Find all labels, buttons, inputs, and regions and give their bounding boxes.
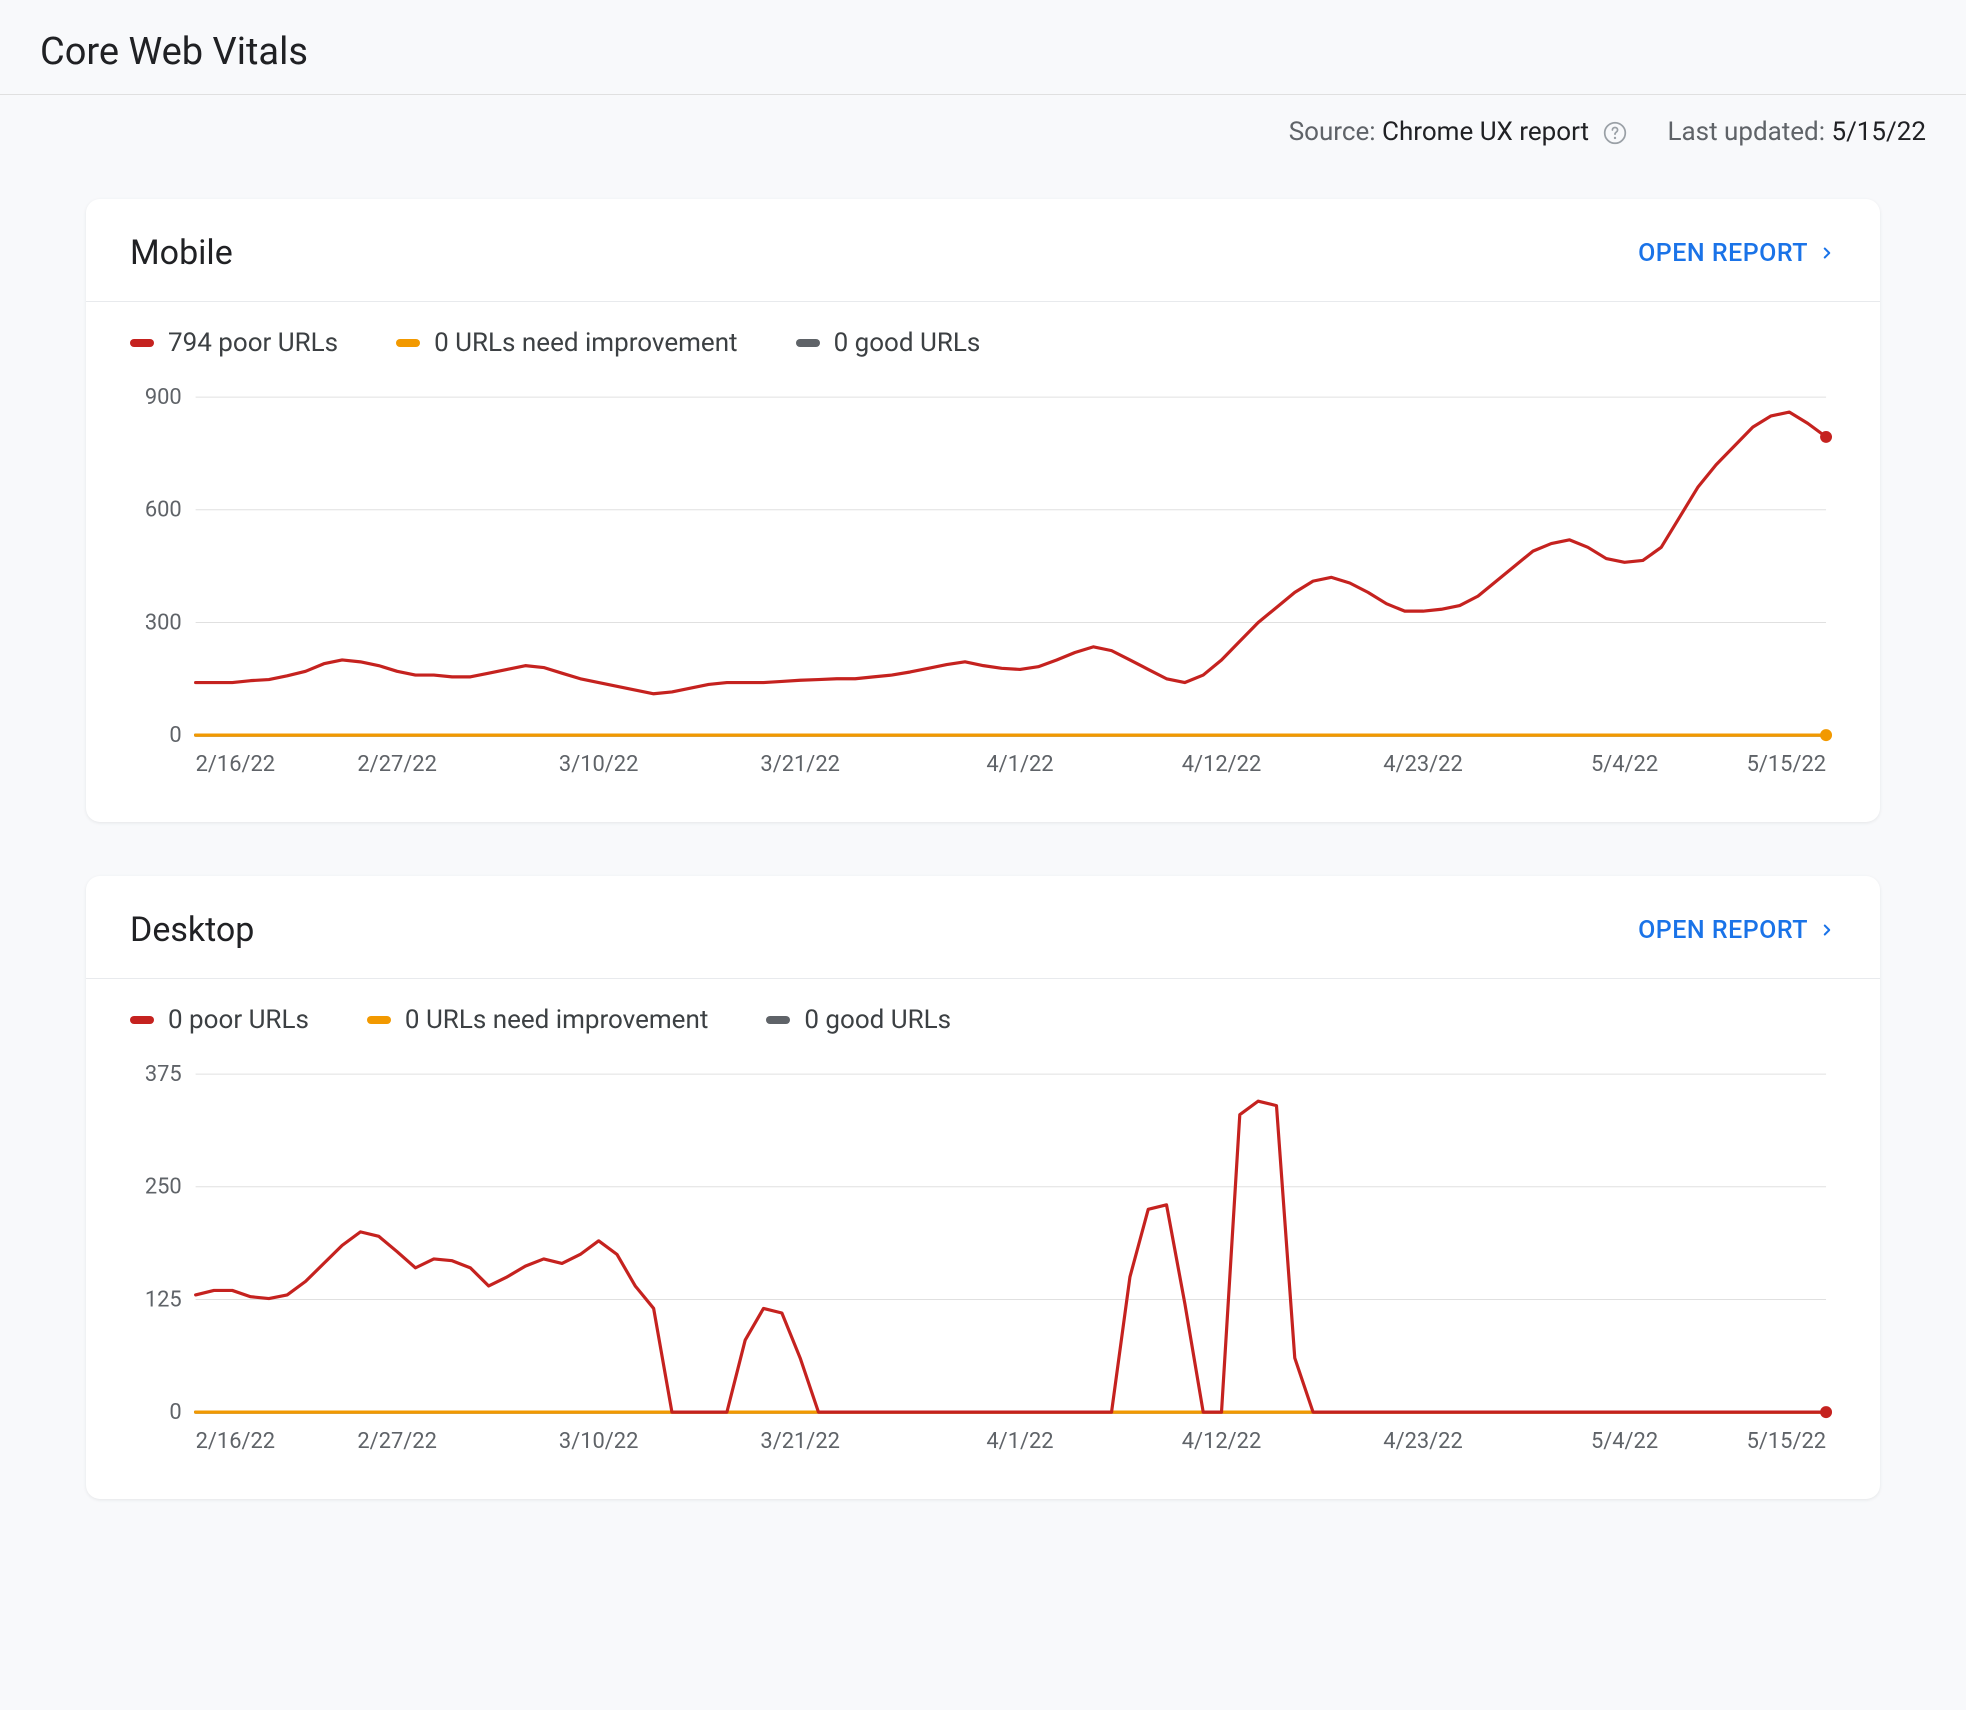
legend-swatch-poor [130,1016,154,1024]
legend-row: 794 poor URLs 0 URLs need improvement 0 go… [86,302,1880,368]
legend-item-poor[interactable]: 0 poor URLs [130,1005,309,1035]
svg-text:0: 0 [169,1400,181,1425]
legend-row: 0 poor URLs 0 URLs need improvement 0 good… [86,979,1880,1045]
updated-block: Last updated: 5/15/22 [1668,117,1927,147]
svg-text:4/12/22: 4/12/22 [1182,752,1261,777]
legend-item-need[interactable]: 0 URLs need improvement [396,328,737,358]
svg-text:5/15/22: 5/15/22 [1747,1429,1826,1454]
open-report-label: OPEN REPORT [1638,916,1808,945]
svg-text:3/10/22: 3/10/22 [559,1429,638,1454]
svg-text:4/23/22: 4/23/22 [1383,752,1462,777]
legend-swatch-poor [130,339,154,347]
legend-label: 0 URLs need improvement [434,328,737,358]
open-report-button[interactable]: OPEN REPORT [1638,916,1836,945]
card-header: Mobile OPEN REPORT [86,199,1880,302]
svg-text:4/12/22: 4/12/22 [1182,1429,1261,1454]
legend-swatch-good [766,1016,790,1024]
help-icon[interactable] [1602,120,1628,146]
legend-item-poor[interactable]: 794 poor URLs [130,328,338,358]
svg-text:3/21/22: 3/21/22 [760,752,839,777]
chevron-right-icon [1818,921,1836,939]
chart-wrap: 0 125 250 375 2/16/22 2/27/22 3/10/22 3/21/22 4/… [86,1045,1880,1499]
end-dot-poor [1820,431,1832,443]
open-report-label: OPEN REPORT [1638,239,1808,268]
source-label: Source: [1289,117,1376,147]
card-desktop: Desktop OPEN REPORT 0 poor URLs 0 URLs nee… [86,876,1880,1499]
legend-item-good[interactable]: 0 good URLs [796,328,981,358]
meta-row: Source: Chrome UX report Last updated: 5… [0,95,1966,169]
svg-text:900: 900 [145,386,182,410]
svg-text:2/27/22: 2/27/22 [357,1429,436,1454]
series-poor [196,1101,1826,1412]
card-title: Desktop [130,910,254,950]
legend-label: 0 good URLs [834,328,981,358]
svg-text:0: 0 [169,723,181,748]
chart-wrap: 0 300 600 900 2/16/22 2/27/22 3/10/22 3/21/22 4/… [86,368,1880,822]
card-header: Desktop OPEN REPORT [86,876,1880,979]
svg-text:4/1/22: 4/1/22 [986,1429,1053,1454]
legend-label: 0 good URLs [804,1005,951,1035]
updated-label: Last updated: [1668,117,1826,147]
page-title: Core Web Vitals [40,30,1926,74]
page-header: Core Web Vitals [0,0,1966,95]
svg-text:5/15/22: 5/15/22 [1747,752,1826,777]
svg-text:2/16/22: 2/16/22 [196,752,275,777]
card-mobile: Mobile OPEN REPORT 794 poor URLs 0 URLs ne… [86,199,1880,822]
svg-text:300: 300 [145,610,182,635]
svg-text:3/10/22: 3/10/22 [559,752,638,777]
open-report-button[interactable]: OPEN REPORT [1638,239,1836,268]
source-value: Chrome UX report [1382,117,1589,147]
svg-text:125: 125 [145,1287,182,1312]
legend-label: 794 poor URLs [168,328,338,358]
card-title: Mobile [130,233,233,273]
legend-swatch-need [367,1016,391,1024]
svg-text:600: 600 [145,498,182,523]
source-block: Source: Chrome UX report [1289,117,1628,147]
series-poor [196,412,1826,694]
legend-swatch-need [396,339,420,347]
legend-item-good[interactable]: 0 good URLs [766,1005,951,1035]
svg-text:2/16/22: 2/16/22 [196,1429,275,1454]
legend-swatch-good [796,339,820,347]
svg-text:4/23/22: 4/23/22 [1383,1429,1462,1454]
svg-text:375: 375 [145,1063,182,1087]
svg-text:250: 250 [145,1175,182,1200]
cards-container: Mobile OPEN REPORT 794 poor URLs 0 URLs ne… [0,169,1966,1539]
svg-text:5/4/22: 5/4/22 [1591,752,1658,777]
legend-label: 0 URLs need improvement [405,1005,708,1035]
chart-svg: 0 125 250 375 2/16/22 2/27/22 3/10/22 3/21/22 4/… [130,1063,1836,1463]
chart-svg: 0 300 600 900 2/16/22 2/27/22 3/10/22 3/21/22 4/… [130,386,1836,786]
svg-text:3/21/22: 3/21/22 [760,1429,839,1454]
legend-item-need[interactable]: 0 URLs need improvement [367,1005,708,1035]
end-dot-poor [1820,1406,1832,1418]
chevron-right-icon [1818,244,1836,262]
end-dot-need [1820,729,1832,741]
updated-value: 5/15/22 [1831,117,1926,147]
svg-text:4/1/22: 4/1/22 [986,752,1053,777]
svg-text:5/4/22: 5/4/22 [1591,1429,1658,1454]
svg-text:2/27/22: 2/27/22 [357,752,436,777]
legend-label: 0 poor URLs [168,1005,309,1035]
